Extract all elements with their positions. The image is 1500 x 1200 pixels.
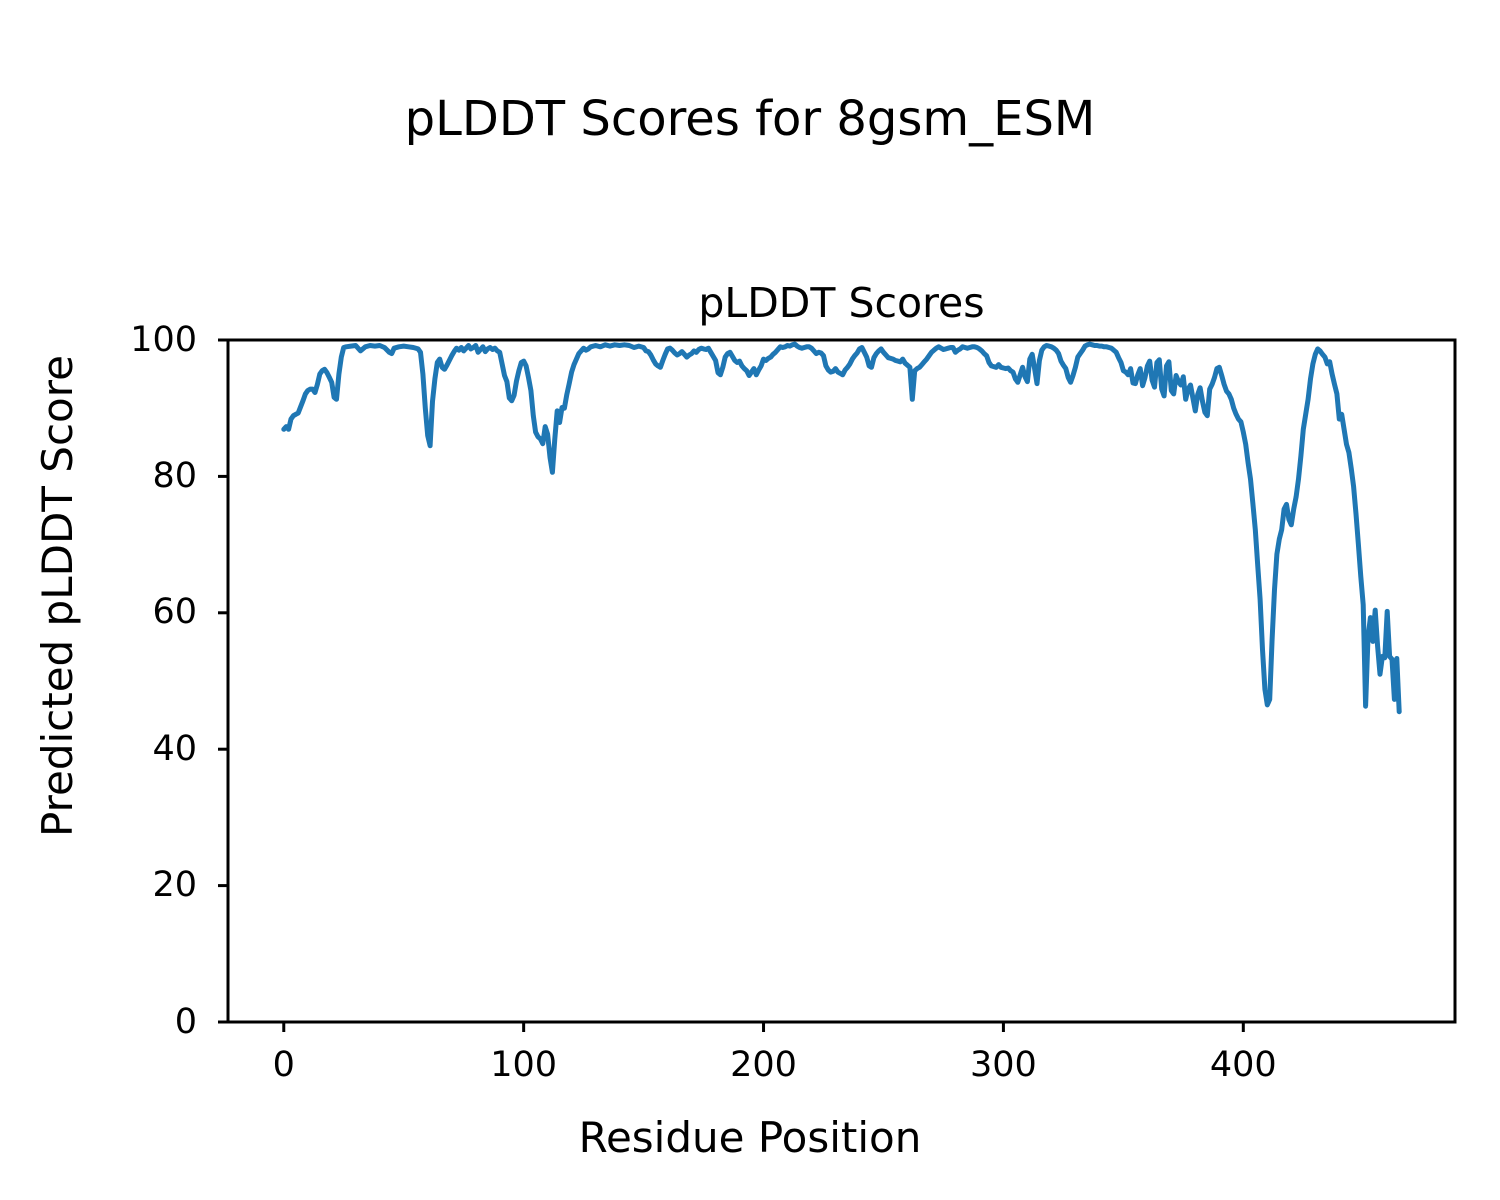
x-axis-label: Residue Position — [578, 1113, 922, 1162]
plddt-series-line — [281, 341, 1402, 715]
y-tick-label: 40 — [152, 728, 197, 769]
axes-title: pLDDT Scores — [698, 279, 985, 327]
y-tick-label: 100 — [130, 319, 197, 360]
y-tick-label: 80 — [152, 455, 197, 496]
x-tick-label: 0 — [272, 1045, 295, 1085]
x-tick-label: 400 — [1209, 1045, 1277, 1085]
y-axis-label: Predicted pLDDT Score — [33, 355, 82, 837]
axes-spines — [226, 338, 1457, 1024]
x-tick-label: 200 — [730, 1045, 797, 1085]
y-tick-label: 60 — [152, 592, 197, 633]
y-tick-label: 0 — [174, 1001, 197, 1042]
x-tick-label: 300 — [970, 1045, 1037, 1085]
y-tick-label: 20 — [152, 865, 197, 906]
figure-title: pLDDT Scores for 8gsm_ESM — [404, 91, 1096, 147]
x-tick-label: 100 — [490, 1045, 558, 1085]
